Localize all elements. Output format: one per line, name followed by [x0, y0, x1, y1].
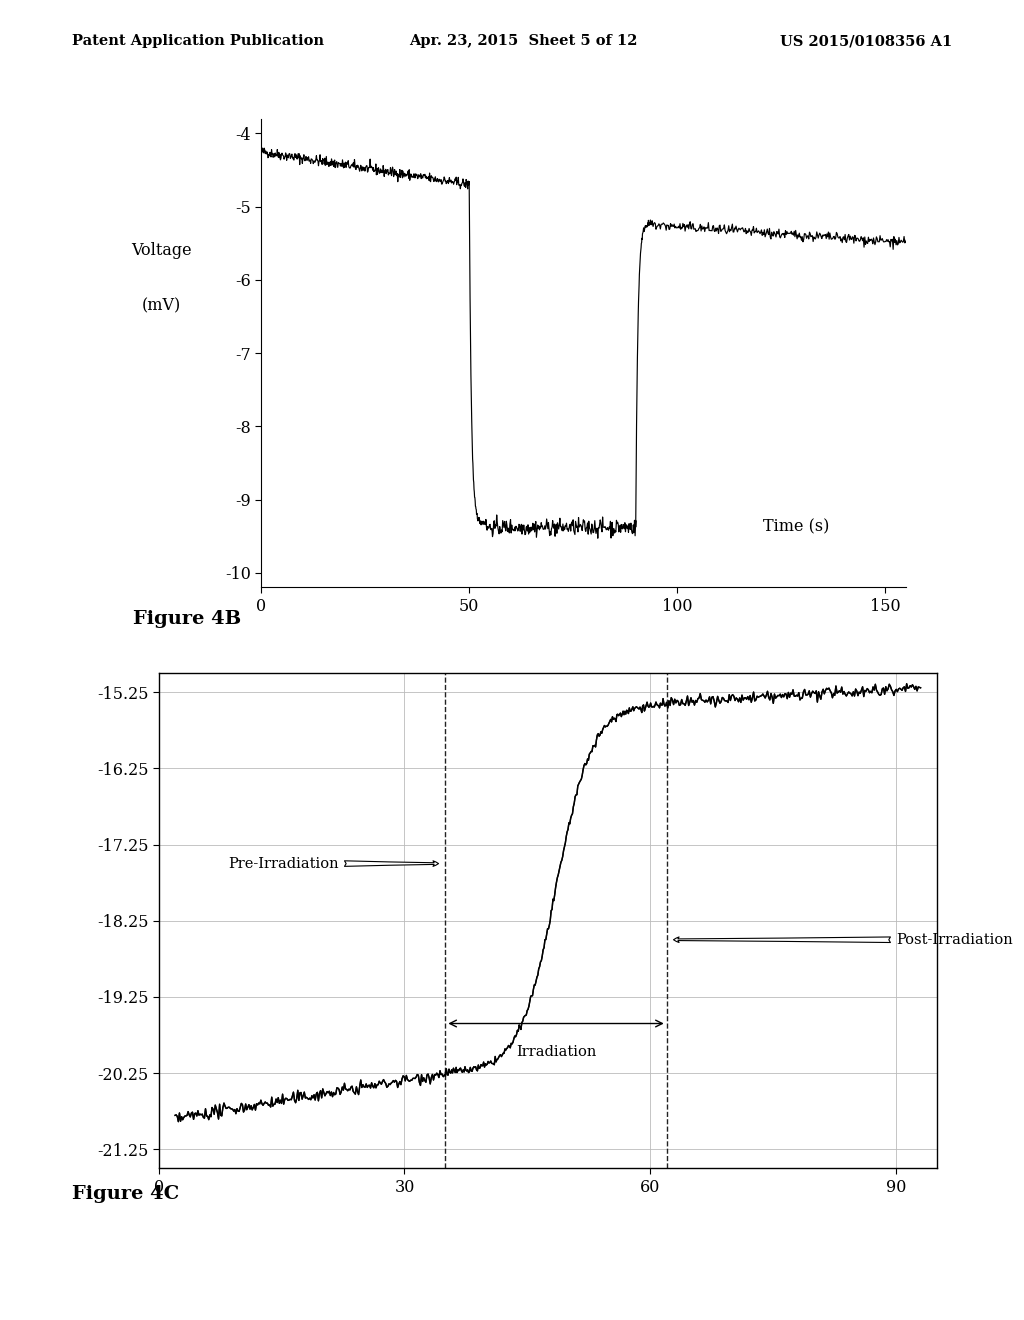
Text: Post-Irradiation: Post-Irradiation [674, 933, 1013, 946]
Text: Voltage: Voltage [131, 242, 191, 259]
Text: Apr. 23, 2015  Sheet 5 of 12: Apr. 23, 2015 Sheet 5 of 12 [410, 34, 638, 49]
Text: Time (s): Time (s) [763, 517, 829, 535]
Text: Irradiation: Irradiation [516, 1045, 596, 1059]
Text: Figure 4B: Figure 4B [133, 610, 242, 628]
Text: Figure 4C: Figure 4C [72, 1185, 179, 1204]
Text: Pre-Irradiation: Pre-Irradiation [228, 857, 438, 871]
Text: US 2015/0108356 A1: US 2015/0108356 A1 [780, 34, 952, 49]
Text: (mV): (mV) [141, 298, 181, 314]
Text: Patent Application Publication: Patent Application Publication [72, 34, 324, 49]
